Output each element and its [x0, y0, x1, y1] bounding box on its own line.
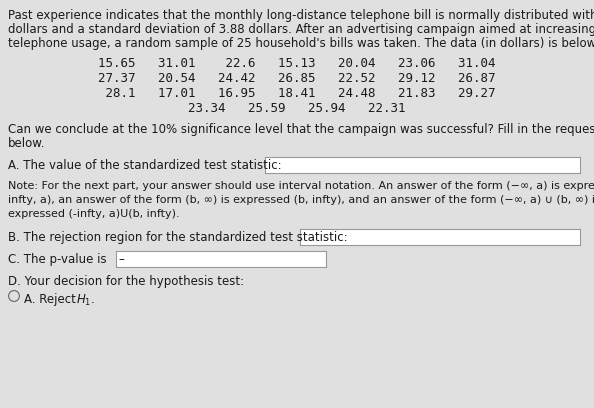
Text: dollars and a standard deviation of 3.88 dollars. After an advertising campaign : dollars and a standard deviation of 3.88… [8, 23, 594, 36]
Text: infty, a), an answer of the form (b, ∞) is expressed (b, infty), and an answer o: infty, a), an answer of the form (b, ∞) … [8, 195, 594, 205]
Text: 23.34   25.59   25.94   22.31: 23.34 25.59 25.94 22.31 [188, 102, 406, 115]
Text: A. The value of the standardized test statistic:: A. The value of the standardized test st… [8, 159, 282, 172]
Text: below.: below. [8, 137, 46, 150]
Text: A. Reject: A. Reject [24, 293, 80, 306]
Text: telephone usage, a random sample of 25 household's bills was taken. The data (in: telephone usage, a random sample of 25 h… [8, 37, 594, 50]
Text: $H_1$.: $H_1$. [76, 293, 95, 308]
Text: 15.65   31.01    22.6   15.13   20.04   23.06   31.04: 15.65 31.01 22.6 15.13 20.04 23.06 31.04 [98, 57, 496, 70]
Circle shape [8, 290, 20, 302]
Text: 27.37   20.54   24.42   26.85   22.52   29.12   26.87: 27.37 20.54 24.42 26.85 22.52 29.12 26.8… [98, 72, 496, 85]
Text: Can we conclude at the 10% significance level that the campaign was successful? : Can we conclude at the 10% significance … [8, 123, 594, 136]
Text: B. The rejection region for the standardized test statistic:: B. The rejection region for the standard… [8, 231, 347, 244]
Text: D. Your decision for the hypothesis test:: D. Your decision for the hypothesis test… [8, 275, 244, 288]
Text: Note: For the next part, your answer should use interval notation. An answer of : Note: For the next part, your answer sho… [8, 181, 594, 191]
Text: expressed (-infty, a)U(b, infty).: expressed (-infty, a)U(b, infty). [8, 209, 179, 219]
Text: Past experience indicates that the monthly long-distance telephone bill is norma: Past experience indicates that the month… [8, 9, 594, 22]
Text: –: – [118, 253, 124, 266]
Text: C. The p-value is: C. The p-value is [8, 253, 107, 266]
Text: 28.1   17.01   16.95   18.41   24.48   21.83   29.27: 28.1 17.01 16.95 18.41 24.48 21.83 29.27 [98, 87, 496, 100]
